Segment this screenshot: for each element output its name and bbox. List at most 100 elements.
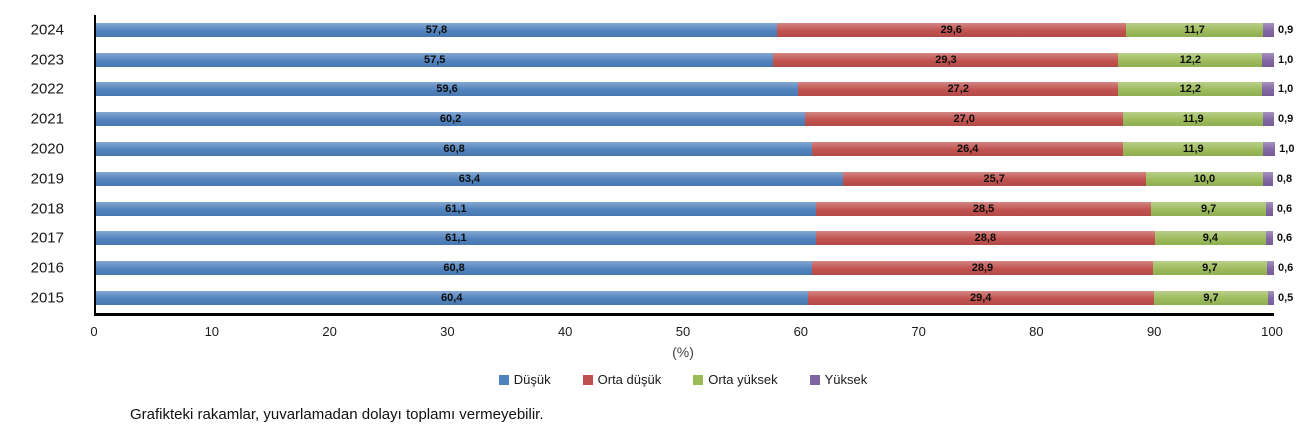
legend-item-1: Düşük: [498, 372, 551, 387]
bar-track: 60,8 26,4 11,9: [96, 142, 1276, 157]
bar-track: 60,2 27,0 11,9: [96, 112, 1274, 127]
year-label: 2024: [30, 21, 64, 39]
year-label: 2021: [30, 110, 64, 128]
segment-value-label-outside: 0,6: [1276, 232, 1293, 245]
segment-value-label-outside: 1,0: [1278, 83, 1294, 96]
bar-segment-2: 25,7: [842, 171, 1146, 186]
legend-item-3: Orta yüksek: [693, 372, 778, 387]
year-label: 2016: [30, 259, 64, 277]
segment-value-label: 9,4: [1202, 232, 1218, 245]
segment-value-label: 11,7: [1184, 23, 1205, 36]
x-tick-label: 90: [1146, 324, 1162, 339]
year-label: 2019: [30, 170, 64, 188]
legend-swatch-icon: [498, 374, 509, 385]
bar-row: 2020 60,8 26,4 11,9 1,0: [31, 134, 1295, 164]
bar-segment-4: [1262, 82, 1274, 97]
bar-segment-1: 61,1: [96, 231, 816, 246]
bar-segment-1: 60,8: [96, 142, 813, 157]
year-label: 2017: [30, 229, 64, 247]
segment-value-label: 61,1: [445, 202, 467, 215]
bar-segment-1: 60,4: [96, 291, 808, 306]
bar-segment-1: 60,2: [96, 112, 806, 127]
bar-segment-2: 29,3: [773, 52, 1119, 67]
bar-segment-1: 57,8: [96, 22, 777, 37]
segment-value-label: 63,4: [458, 172, 481, 185]
segment-value-label-outside: 1,0: [1278, 53, 1294, 66]
bar-segment-3: 11,9: [1123, 142, 1264, 157]
bar-segment-2: 28,8: [815, 231, 1155, 246]
bar-segment-3: 11,7: [1125, 22, 1264, 37]
year-label: 2022: [30, 80, 64, 98]
footnote: Grafikteki rakamlar, yuvarlamadan dolayı…: [130, 406, 544, 423]
segment-value-label: 26,4: [957, 143, 979, 156]
legend-swatch-icon: [693, 374, 704, 385]
segment-value-label: 27,2: [947, 83, 969, 96]
x-tick-label: 0: [90, 324, 98, 339]
x-tick-label: 80: [1029, 324, 1044, 339]
bar-row: 2015 60,4 29,4 9,7 0,5: [31, 283, 1294, 313]
year-label: 2015: [30, 289, 64, 307]
bar-segment-4: [1263, 22, 1274, 37]
segment-value-label: 11,9: [1182, 113, 1204, 126]
bar-row: 2019 63,4 25,7 10,0 0,8: [31, 164, 1292, 194]
segment-value-label: 9,7: [1203, 292, 1219, 305]
segment-value-label: 27,0: [953, 113, 975, 126]
year-label: 2018: [30, 200, 64, 218]
bar-segment-2: 29,4: [807, 291, 1154, 306]
bar-segment-2: 28,9: [812, 261, 1153, 276]
x-tick-label: 40: [557, 324, 573, 339]
segment-value-label: 60,2: [439, 113, 462, 126]
segment-value-label: 12,2: [1179, 83, 1202, 96]
bar-segment-4: [1265, 201, 1273, 216]
bar-segment-3: 12,2: [1118, 82, 1263, 97]
legend-label: Orta düşük: [597, 372, 662, 387]
plot-area: 2024 57,8 29,6 11,7 0,9 2023 57,5 29,3 12,2 1,0 20…: [31, 15, 1295, 316]
bar-segment-2: 29,6: [776, 22, 1126, 37]
x-axis-ticks: 0 10 20 30 40 50 60 70 80 90 100: [90, 324, 1282, 340]
segment-value-label: 60,8: [443, 262, 465, 275]
segment-value-label: 57,5: [423, 53, 446, 66]
bar-track: 63,4 25,7 10,0: [96, 171, 1274, 186]
x-tick-label: 60: [793, 324, 809, 339]
bar-row: 2024 57,8 29,6 11,7 0,9: [31, 15, 1294, 45]
segment-value-label: 57,8: [425, 23, 448, 36]
bar-segment-1: 61,1: [96, 201, 816, 216]
segment-value-label: 28,9: [971, 262, 994, 275]
year-label: 2020: [30, 140, 64, 158]
bar-segment-3: 10,0: [1145, 171, 1264, 186]
segment-value-label-outside: 1,0: [1279, 143, 1295, 156]
bar-segment-3: 9,7: [1151, 201, 1266, 216]
bar-segment-3: 9,7: [1153, 291, 1269, 306]
bar-segment-3: 12,2: [1118, 52, 1263, 67]
segment-value-label: 9,7: [1202, 262, 1218, 275]
segment-value-label: 60,4: [441, 292, 463, 305]
legend: Düşük Orta düşük Orta yüksek Yüksek: [94, 372, 1272, 387]
x-tick-label: 10: [204, 324, 220, 339]
bar-segment-4: [1268, 291, 1274, 306]
bar-segment-4: [1263, 171, 1273, 186]
segment-value-label: 25,7: [983, 172, 1005, 185]
legend-label: Orta yüksek: [708, 372, 778, 387]
x-tick-label: 50: [675, 324, 691, 339]
bars-area: 2024 57,8 29,6 11,7 0,9 2023 57,5 29,3 12,2 1,0 20…: [31, 15, 1295, 313]
bar-row: 2017 61,1 28,8 9,4 0,6: [31, 224, 1292, 254]
x-tick-label: 70: [911, 324, 926, 339]
segment-value-label-outside: 0,6: [1276, 202, 1293, 215]
bar-track: 60,4 29,4 9,7: [96, 291, 1274, 306]
bar-track: 61,1 28,8 9,4: [96, 231, 1274, 246]
bar-segment-3: 9,4: [1155, 231, 1266, 246]
bar-track: 59,6 27,2 12,2: [96, 82, 1274, 97]
bar-row: 2018 61,1 28,5 9,7 0,6: [31, 194, 1292, 224]
segment-value-label-outside: 0,9: [1278, 23, 1294, 36]
bar-row: 2023 57,5 29,3 12,2 1,0: [31, 45, 1294, 75]
segment-value-label: 12,2: [1179, 53, 1202, 66]
segment-value-label: 29,3: [935, 53, 957, 66]
segment-value-label-outside: 0,6: [1278, 262, 1294, 275]
bar-segment-3: 9,7: [1152, 261, 1267, 276]
x-axis-title: (%): [672, 344, 694, 360]
year-label: 2023: [30, 51, 64, 69]
x-tick-label: 100: [1261, 324, 1283, 339]
segment-value-label: 10,0: [1193, 172, 1216, 185]
bar-track: 60,8 28,9 9,7: [96, 261, 1274, 276]
